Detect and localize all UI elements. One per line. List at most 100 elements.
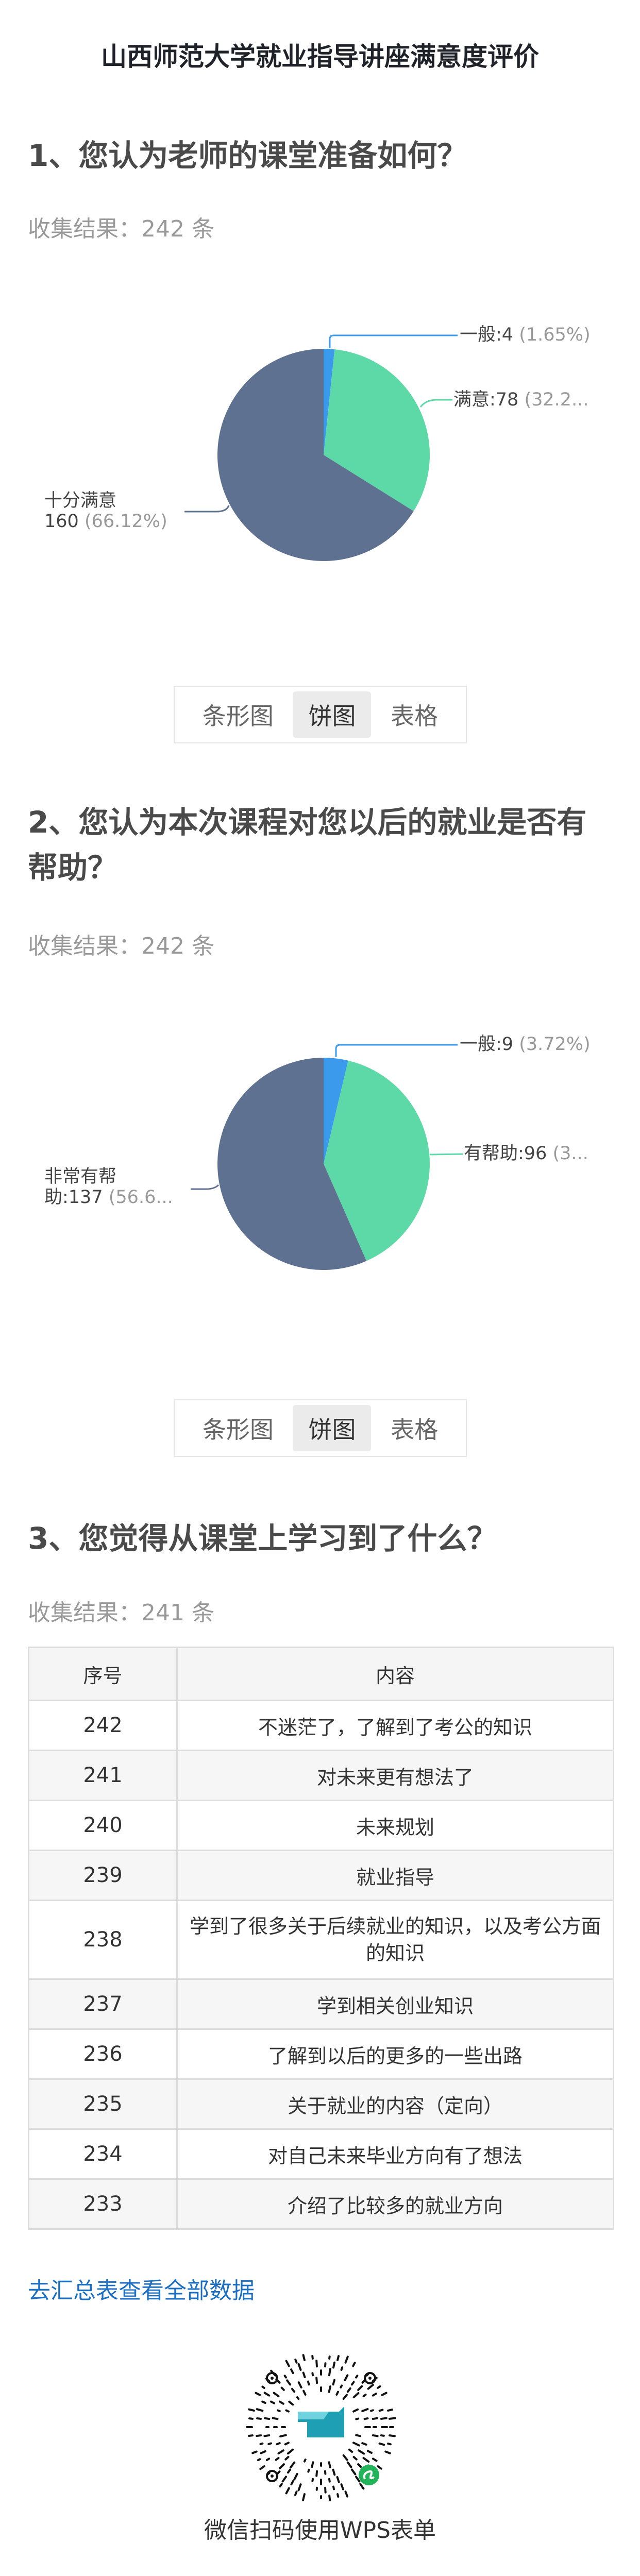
qr-dot: [315, 2377, 318, 2384]
pie1-label-satisfied: 满意:78 (32.2...: [453, 389, 589, 410]
qr-finder: [266, 2470, 278, 2482]
qr-dot: [362, 2456, 370, 2463]
table-row: 237 学到相关创业知识: [28, 1978, 614, 2030]
row-content: 就业指导: [176, 1850, 614, 1901]
pie-chart-1: [184, 334, 458, 561]
qr-dot: [332, 2485, 335, 2490]
view-tabs-2: 条形图 饼图 表格: [174, 1399, 467, 1457]
qr-dot: [297, 2483, 302, 2492]
qr-dot: [328, 2368, 331, 2377]
pie-slice-十分满意[interactable]: [217, 349, 414, 561]
qr-dot: [307, 2468, 310, 2473]
qr-dot: [277, 2409, 281, 2412]
pie1-label-general: 一般:4 (1.65%): [460, 325, 591, 345]
row-index: 233: [28, 2178, 178, 2230]
qr-dot: [302, 2493, 306, 2501]
qr-dot: [361, 2442, 367, 2446]
qr-dot: [350, 2468, 357, 2476]
qr-dot: [352, 2408, 359, 2413]
pie-slice-满意[interactable]: [324, 349, 430, 512]
tab-table[interactable]: 表格: [391, 702, 439, 730]
table-row: 239 就业指导: [28, 1850, 614, 1901]
qr-dot: [342, 2454, 348, 2461]
responses-table: 序号 内容 242 不迷茫了，了解到了考公的知识 241 对未来更有想法了 240 未来规…: [28, 1647, 614, 2230]
qr-dot: [302, 2354, 306, 2361]
qr-dot: [307, 2380, 310, 2386]
row-index: 234: [28, 2128, 178, 2180]
qr-dot: [384, 2450, 391, 2454]
qr-dot: [377, 2465, 382, 2470]
qr-dot: [387, 2409, 393, 2412]
qr-dot: [260, 2450, 266, 2454]
qr-dot: [285, 2487, 290, 2495]
qr-dot: [267, 2442, 272, 2446]
qr-dot: [270, 2400, 276, 2404]
qr-dot: [380, 2434, 385, 2437]
qr-dot: [336, 2476, 340, 2483]
tab-pie-chart[interactable]: 饼图: [293, 1405, 372, 1451]
qr-dot: [346, 2461, 352, 2468]
tab-bar-chart[interactable]: 条形图: [202, 1416, 274, 1444]
row-index: 242: [28, 1700, 178, 1751]
qr-dot: [340, 2384, 343, 2389]
row-index: 241: [28, 1750, 178, 1801]
qr-dot: [370, 2409, 374, 2412]
qr-dot: [284, 2442, 290, 2446]
qr-dot: [355, 2375, 359, 2379]
qr-dot: [336, 2355, 340, 2361]
qr-dot: [297, 2363, 302, 2371]
qr-dot: [328, 2478, 331, 2483]
qr-finder: [266, 2372, 278, 2384]
wps-miniprogram-qr-code[interactable]: [246, 2352, 396, 2502]
qr-dot: [279, 2400, 284, 2405]
row-content: 对未来更有想法了: [176, 1750, 614, 1801]
qr-dot: [280, 2386, 285, 2391]
row-index: 239: [28, 1850, 178, 1901]
table-row: 235 关于就业的内容（定向）: [28, 2078, 614, 2130]
qr-dot: [328, 2385, 332, 2393]
qr-dot: [378, 2442, 385, 2446]
qr-dot: [287, 2448, 294, 2455]
qr-dot: [344, 2490, 349, 2498]
qr-dot: [372, 2434, 379, 2437]
qr-dot: [285, 2360, 290, 2367]
tab-bar-chart[interactable]: 条形图: [202, 702, 274, 730]
pie2-label-very-helpful: 非常有帮 助:137 (56.6...: [44, 1166, 173, 1208]
wps-form-logo-highlight: [298, 2412, 329, 2419]
qr-dot: [264, 2417, 271, 2420]
pie-slice-非常有帮助[interactable]: [217, 1058, 367, 1270]
qr-dot: [358, 2449, 365, 2455]
qr-dot: [263, 2392, 271, 2397]
qr-dot: [279, 2463, 285, 2469]
view-tabs-1: 条形图 饼图 表格: [174, 686, 467, 743]
qr-dot: [276, 2442, 281, 2446]
view-all-data-link[interactable]: 去汇总表查看全部数据: [28, 2278, 255, 2304]
leader-line: [191, 1184, 220, 1190]
qr-dot: [352, 2442, 360, 2447]
leader-line: [419, 399, 452, 408]
table-row: 242 不迷茫了，了解到了考公的知识: [28, 1700, 614, 1751]
question-1-count: 收集结果：242 条: [28, 216, 214, 242]
qr-dot: [340, 2366, 344, 2371]
qr-dot: [352, 2362, 356, 2367]
tab-pie-chart[interactable]: 饼图: [293, 691, 372, 738]
pie-slice-一般[interactable]: [324, 348, 335, 455]
row-index: 235: [28, 2078, 178, 2130]
qr-dot: [350, 2381, 355, 2386]
question-2-count: 收集结果：242 条: [28, 933, 214, 959]
question-1-heading: 1、您认为老师的课堂准备如何？: [28, 138, 467, 173]
qr-dot: [285, 2409, 290, 2413]
pie-slice-有帮助[interactable]: [324, 1060, 430, 1261]
qr-dot: [272, 2417, 279, 2420]
qr-finder-dot: [368, 2377, 372, 2380]
row-content: 学到了很多关于后续就业的知识，以及考公方面的知识: [176, 1900, 614, 1980]
qr-dot: [344, 2355, 349, 2364]
row-content: 关于就业的内容（定向）: [176, 2078, 614, 2130]
qr-finder: [364, 2372, 376, 2384]
qr-dot: [359, 2483, 365, 2490]
leader-line: [335, 1044, 458, 1057]
miniprogram-glyph: [363, 2470, 375, 2480]
qr-dot: [311, 2372, 314, 2377]
pie-slice-一般[interactable]: [324, 1058, 348, 1164]
tab-table[interactable]: 表格: [391, 1416, 439, 1444]
